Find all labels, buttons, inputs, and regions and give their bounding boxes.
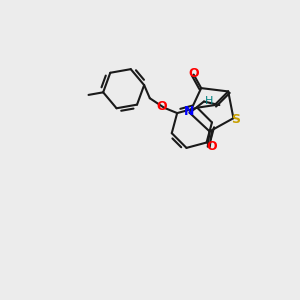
Text: O: O <box>156 100 167 113</box>
Text: O: O <box>188 67 199 80</box>
Text: N: N <box>184 104 194 118</box>
Text: H: H <box>204 96 213 106</box>
Text: O: O <box>206 140 217 153</box>
Text: S: S <box>231 113 240 127</box>
